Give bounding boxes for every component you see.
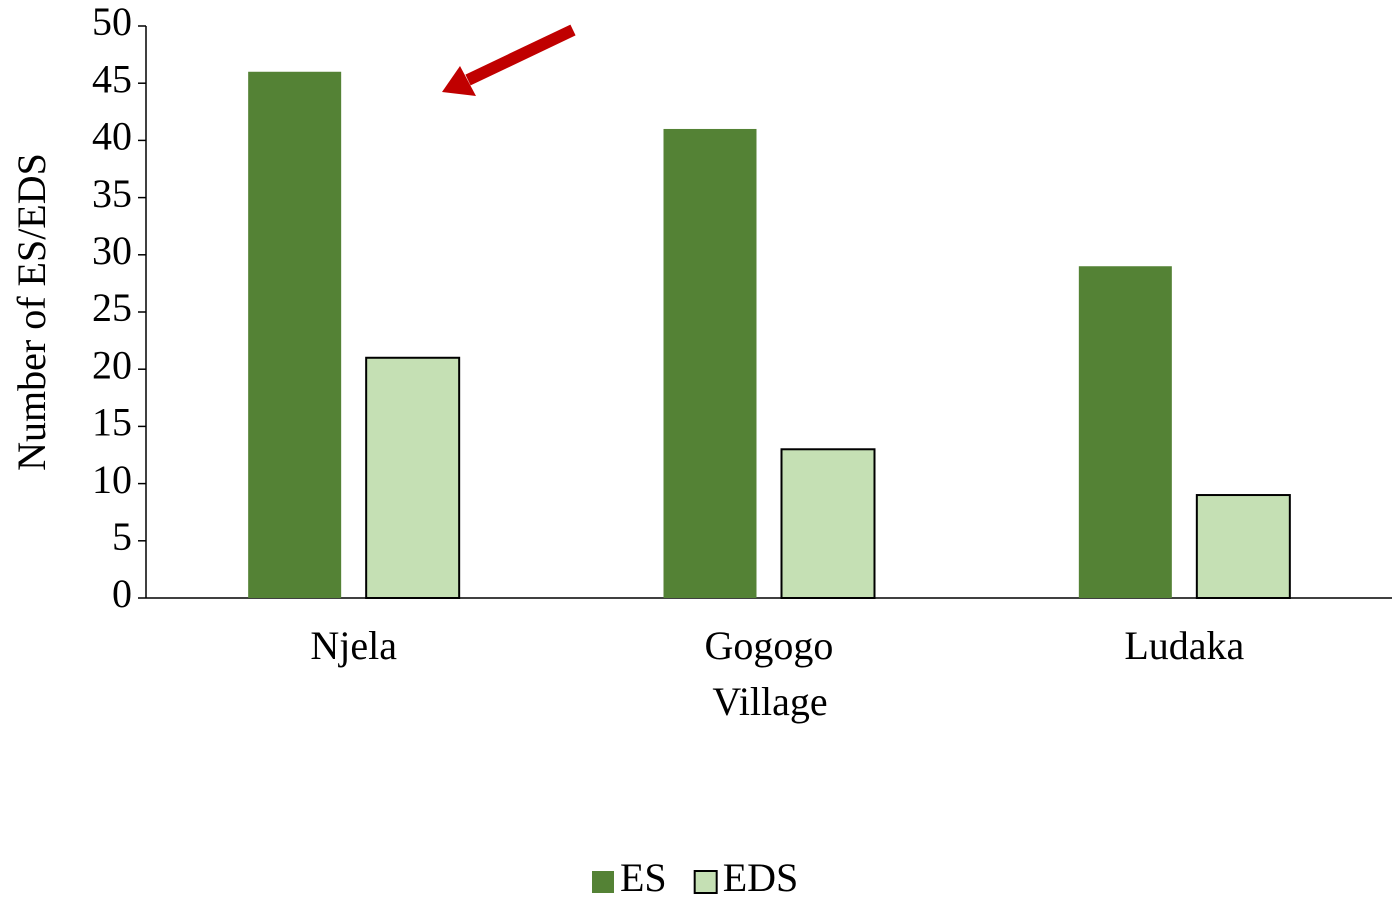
legend-swatch — [693, 870, 718, 894]
bar — [780, 448, 876, 599]
bar — [663, 128, 757, 598]
bar — [365, 356, 461, 600]
y-tick-label: 50 — [92, 0, 132, 44]
x-axis-label: Village — [712, 679, 827, 724]
y-tick-label: 15 — [92, 400, 132, 445]
y-tick-label: 0 — [112, 571, 132, 616]
y-tick-label: 45 — [92, 56, 132, 101]
y-tick-label: 10 — [92, 457, 132, 502]
legend-label: EDS — [723, 855, 799, 898]
bar — [1195, 494, 1291, 600]
annotation-arrow — [442, 24, 576, 96]
x-tick-label: Njela — [310, 623, 397, 668]
x-tick-label: Gogogo — [705, 623, 834, 668]
bar — [248, 71, 342, 598]
y-tick-label: 35 — [92, 171, 132, 216]
x-tick-label: Ludaka — [1124, 623, 1244, 668]
legend-swatch — [592, 871, 614, 893]
y-tick-label: 30 — [92, 228, 132, 273]
y-tick-label: 5 — [112, 514, 132, 559]
y-axis-label: Number of ES/EDS — [9, 153, 54, 471]
legend-label: ES — [620, 855, 667, 898]
y-tick-label: 20 — [92, 342, 132, 387]
y-tick-label: 25 — [92, 285, 132, 330]
bar — [1078, 266, 1172, 598]
y-tick-label: 40 — [92, 114, 132, 159]
